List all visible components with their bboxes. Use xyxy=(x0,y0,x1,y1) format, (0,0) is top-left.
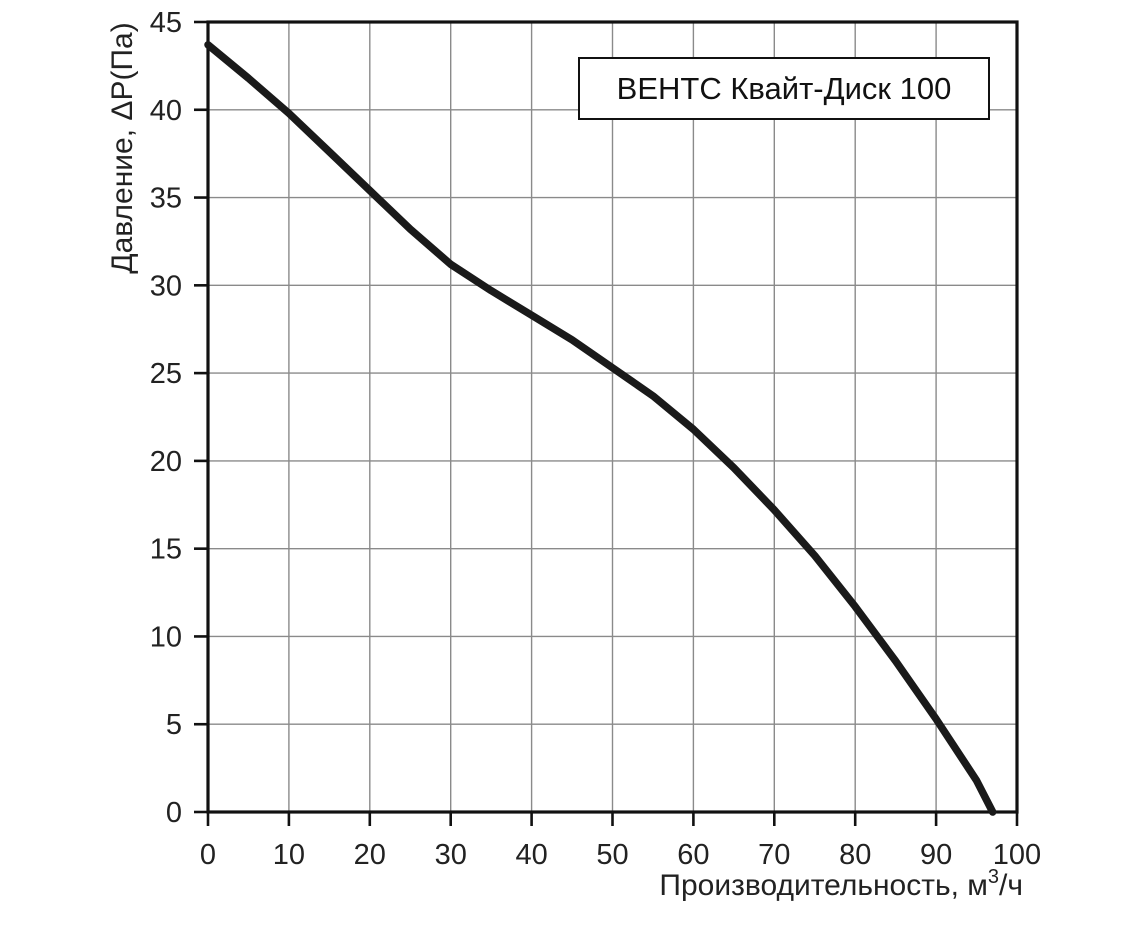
axis-tick-marks xyxy=(194,20,1019,826)
y-tick-label: 20 xyxy=(150,446,182,478)
fan-performance-curve xyxy=(204,41,997,816)
x-tick-label: 0 xyxy=(200,839,216,871)
x-tick-label: 70 xyxy=(758,839,790,871)
y-tick-label: 5 xyxy=(166,709,182,741)
x-tick-label: 10 xyxy=(273,839,305,871)
x-axis-tick-labels: 0 10 20 30 40 50 60 70 80 90 100 xyxy=(200,839,1041,871)
x-tick-label: 60 xyxy=(677,839,709,871)
y-tick-label: 40 xyxy=(150,95,182,127)
x-tick-label: 90 xyxy=(920,839,952,871)
y-tick-label: 15 xyxy=(150,534,182,566)
y-tick-label: 45 xyxy=(150,7,182,39)
y-tick-label: 10 xyxy=(150,621,182,653)
y-tick-label: 0 xyxy=(166,797,182,829)
x-axis-label-text: Производительность, м xyxy=(659,869,988,902)
x-tick-label: 30 xyxy=(435,839,467,871)
x-axis-label-superscript: 3 xyxy=(987,866,1000,888)
x-tick-label: 80 xyxy=(839,839,871,871)
x-tick-label: 100 xyxy=(993,839,1041,871)
y-axis-tick-labels: 0 5 10 15 20 25 30 35 40 45 xyxy=(150,7,182,829)
y-tick-label: 35 xyxy=(150,183,182,215)
gridlines xyxy=(207,21,1018,813)
x-tick-label: 50 xyxy=(596,839,628,871)
x-tick-label: 40 xyxy=(515,839,547,871)
x-axis-label: Производительность, м3/ч xyxy=(600,866,1023,903)
y-tick-label: 25 xyxy=(150,358,182,390)
y-axis-label: Давление, ΔP(Па) xyxy=(106,22,139,274)
chart-title-box: ВЕНТС Квайт-Диск 100 xyxy=(578,57,990,120)
y-tick-label: 30 xyxy=(150,270,182,302)
chart-title: ВЕНТС Квайт-Диск 100 xyxy=(616,70,952,106)
x-axis-label-unit: /ч xyxy=(999,869,1023,902)
x-tick-label: 20 xyxy=(354,839,386,871)
